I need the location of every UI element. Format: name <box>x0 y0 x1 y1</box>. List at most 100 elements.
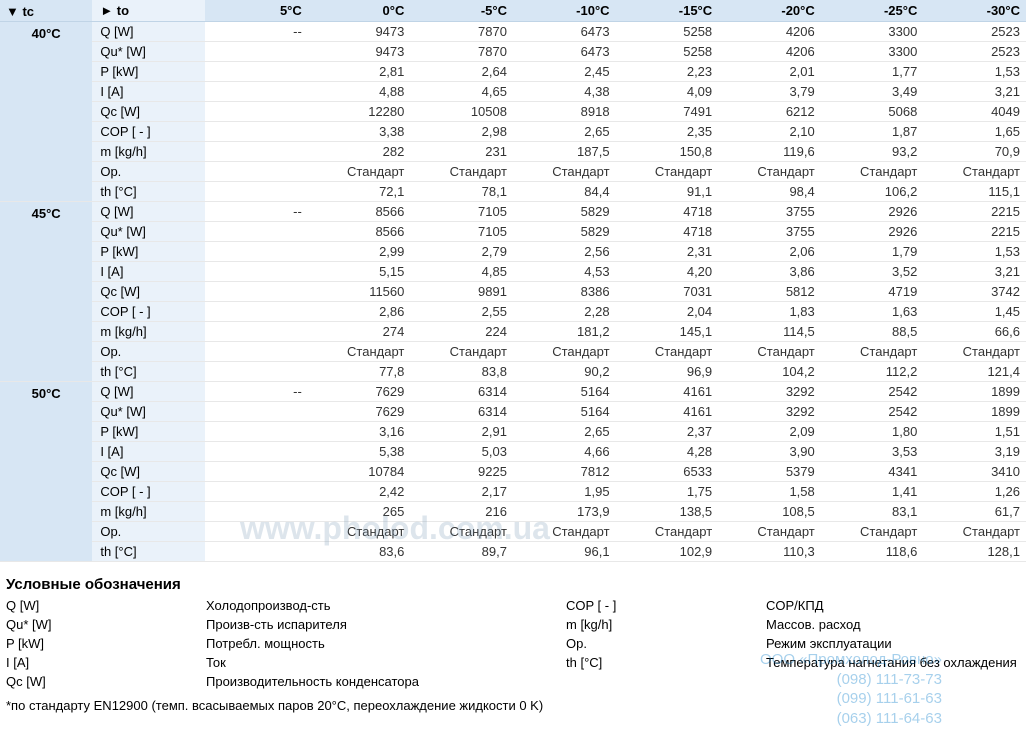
param-cell: Op. <box>92 342 205 362</box>
value-cell: 4,20 <box>616 262 719 282</box>
value-cell: 4206 <box>718 22 821 42</box>
value-cell: 2,99 <box>308 242 411 262</box>
value-cell: 7629 <box>308 402 411 422</box>
performance-table: ▼ tc ► to 5°C 0°C -5°C -10°C -15°C -20°C… <box>0 0 1026 562</box>
value-cell: Стандарт <box>923 342 1026 362</box>
value-cell: 1,87 <box>821 122 924 142</box>
value-cell: Стандарт <box>616 342 719 362</box>
table-row: COP [ - ]2,422,171,951,751,581,411,26 <box>0 482 1026 502</box>
legend-title: Условные обозначения <box>6 576 1020 593</box>
table-row: 40°CQ [W]--9473787064735258420633002523 <box>0 22 1026 42</box>
value-cell: 84,4 <box>513 182 616 202</box>
value-cell: 83,6 <box>308 542 411 562</box>
table-row: th [°C]83,689,796,1102,9110,3118,6128,1 <box>0 542 1026 562</box>
value-cell: 4,85 <box>410 262 513 282</box>
legend-sym: Q [W] <box>6 597 206 614</box>
value-cell: Стандарт <box>308 342 411 362</box>
value-cell: Стандарт <box>513 342 616 362</box>
value-cell: 1899 <box>923 382 1026 402</box>
legend-desc: Температура нагнетания без охлаждения <box>766 654 1026 671</box>
value-cell: 2,81 <box>308 62 411 82</box>
legend-grid: Q [W]Холодопроизвод-стьCOP [ - ]COP/КПДQ… <box>6 597 1020 690</box>
col-header-0: 5°C <box>205 0 308 22</box>
value-cell <box>205 422 308 442</box>
value-cell: 3,21 <box>923 262 1026 282</box>
value-cell: 7629 <box>308 382 411 402</box>
value-cell: 2,01 <box>718 62 821 82</box>
value-cell: 104,2 <box>718 362 821 382</box>
tc-header: ▼ tc <box>0 0 92 22</box>
value-cell <box>205 122 308 142</box>
value-cell: Стандарт <box>616 522 719 542</box>
value-cell: 3,86 <box>718 262 821 282</box>
param-cell: COP [ - ] <box>92 482 205 502</box>
value-cell: 5829 <box>513 222 616 242</box>
value-cell: 265 <box>308 502 411 522</box>
param-cell: Qu* [W] <box>92 402 205 422</box>
value-cell: 6533 <box>616 462 719 482</box>
value-cell <box>205 542 308 562</box>
value-cell: 78,1 <box>410 182 513 202</box>
col-header-4: -15°C <box>616 0 719 22</box>
value-cell: 4161 <box>616 382 719 402</box>
value-cell: 4,66 <box>513 442 616 462</box>
value-cell: 4,38 <box>513 82 616 102</box>
value-cell: 2,06 <box>718 242 821 262</box>
value-cell <box>205 402 308 422</box>
col-header-7: -30°C <box>923 0 1026 22</box>
value-cell: 3755 <box>718 222 821 242</box>
value-cell: 2,31 <box>616 242 719 262</box>
param-cell: I [A] <box>92 82 205 102</box>
value-cell: 231 <box>410 142 513 162</box>
value-cell: 3,19 <box>923 442 1026 462</box>
table-row: P [kW]2,992,792,562,312,061,791,53 <box>0 242 1026 262</box>
legend-desc: Массов. расход <box>766 616 1026 633</box>
col-header-2: -5°C <box>410 0 513 22</box>
value-cell: 8566 <box>308 202 411 222</box>
value-cell: 4,53 <box>513 262 616 282</box>
value-cell: 9891 <box>410 282 513 302</box>
value-cell: Стандарт <box>923 522 1026 542</box>
param-cell: P [kW] <box>92 62 205 82</box>
value-cell: 2215 <box>923 222 1026 242</box>
value-cell: 108,5 <box>718 502 821 522</box>
value-cell: 4049 <box>923 102 1026 122</box>
value-cell: 7870 <box>410 22 513 42</box>
value-cell: 181,2 <box>513 322 616 342</box>
value-cell <box>205 262 308 282</box>
value-cell: 145,1 <box>616 322 719 342</box>
legend-sym <box>566 673 766 690</box>
value-cell <box>205 482 308 502</box>
value-cell: 2926 <box>821 222 924 242</box>
value-cell: Стандарт <box>718 522 821 542</box>
value-cell: 3,52 <box>821 262 924 282</box>
value-cell: 2523 <box>923 42 1026 62</box>
value-cell: 77,8 <box>308 362 411 382</box>
value-cell: 3,16 <box>308 422 411 442</box>
value-cell: Стандарт <box>513 162 616 182</box>
value-cell: 1,75 <box>616 482 719 502</box>
value-cell: 7870 <box>410 42 513 62</box>
value-cell: 4,09 <box>616 82 719 102</box>
value-cell: 4,65 <box>410 82 513 102</box>
value-cell: 2542 <box>821 382 924 402</box>
value-cell: 1,41 <box>821 482 924 502</box>
legend-sym: I [A] <box>6 654 206 671</box>
value-cell: 1,26 <box>923 482 1026 502</box>
value-cell: 5258 <box>616 42 719 62</box>
value-cell: Стандарт <box>308 522 411 542</box>
param-cell: Q [W] <box>92 202 205 222</box>
value-cell: 4341 <box>821 462 924 482</box>
value-cell: 83,8 <box>410 362 513 382</box>
value-cell: 2,35 <box>616 122 719 142</box>
value-cell: 112,2 <box>821 362 924 382</box>
value-cell: 1,95 <box>513 482 616 502</box>
value-cell: 2,65 <box>513 422 616 442</box>
value-cell: 91,1 <box>616 182 719 202</box>
table-row: Qu* [W]7629631451644161329225421899 <box>0 402 1026 422</box>
value-cell: 8566 <box>308 222 411 242</box>
value-cell: 3,90 <box>718 442 821 462</box>
value-cell: Стандарт <box>821 162 924 182</box>
value-cell: Стандарт <box>821 522 924 542</box>
value-cell: 119,6 <box>718 142 821 162</box>
